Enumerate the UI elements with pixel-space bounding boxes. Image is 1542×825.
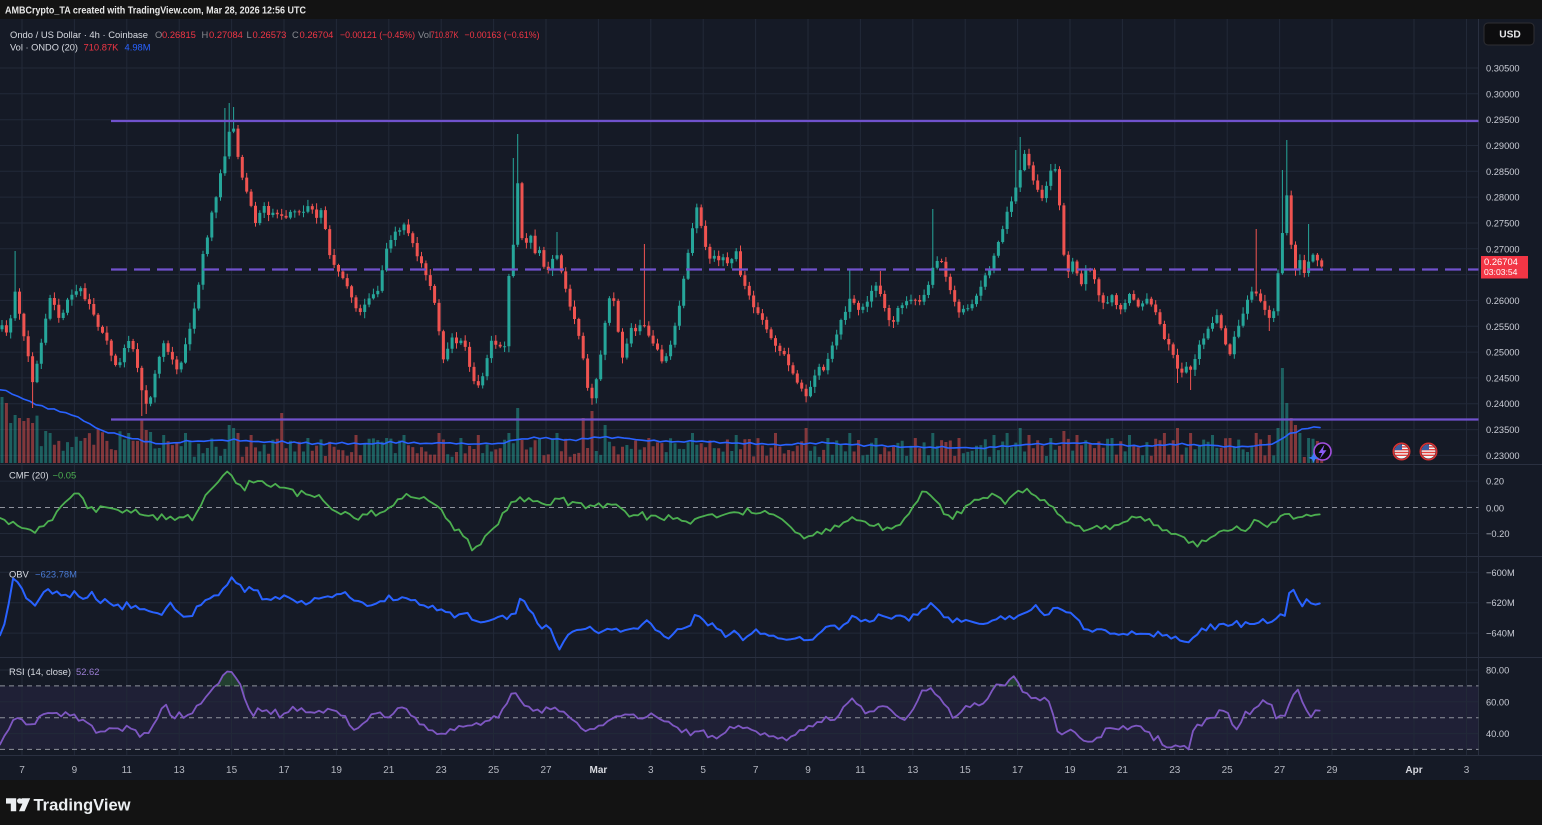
svg-text:21: 21: [383, 765, 395, 776]
svg-text:Mar: Mar: [590, 765, 608, 776]
svg-text:7: 7: [753, 765, 759, 776]
svg-text:−0.05: −0.05: [53, 470, 77, 481]
svg-text:7: 7: [19, 765, 25, 776]
svg-text:5: 5: [700, 765, 706, 776]
svg-text:25: 25: [488, 765, 500, 776]
svg-text:−640M: −640M: [1486, 629, 1515, 639]
svg-text:29: 29: [1326, 765, 1338, 776]
svg-text:0.00: 0.00: [1486, 503, 1504, 513]
svg-text:−0.20: −0.20: [1486, 529, 1510, 539]
svg-text:0.27084: 0.27084: [209, 29, 243, 40]
svg-text:15: 15: [960, 765, 972, 776]
svg-text:19: 19: [1064, 765, 1076, 776]
svg-text:Vol · ONDO (20): Vol · ONDO (20): [10, 42, 78, 53]
svg-text:40.00: 40.00: [1486, 729, 1509, 739]
svg-text:17: 17: [1012, 765, 1024, 776]
svg-text:60.00: 60.00: [1486, 697, 1509, 707]
svg-text:−620M: −620M: [1486, 598, 1515, 608]
svg-text:0.29000: 0.29000: [1486, 141, 1520, 151]
svg-text:0.30000: 0.30000: [1486, 89, 1520, 99]
svg-text:17: 17: [278, 765, 290, 776]
svg-text:710.87K: 710.87K: [84, 42, 120, 53]
svg-text:0.27500: 0.27500: [1486, 219, 1520, 229]
svg-text:0.26815: 0.26815: [162, 29, 196, 40]
svg-text:0.26704: 0.26704: [1484, 256, 1518, 267]
svg-text:CMF (20): CMF (20): [9, 470, 49, 481]
svg-text:13: 13: [907, 765, 919, 776]
svg-text:9: 9: [72, 765, 78, 776]
svg-text:−0.00121 (−0.45%): −0.00121 (−0.45%): [340, 29, 415, 40]
svg-text:0.29500: 0.29500: [1486, 115, 1520, 125]
svg-text:11: 11: [122, 765, 133, 776]
svg-text:23: 23: [436, 765, 448, 776]
svg-text:RSI (14, close): RSI (14, close): [9, 666, 71, 677]
svg-text:03:03:54: 03:03:54: [1484, 267, 1518, 277]
svg-text:4.98M: 4.98M: [125, 42, 151, 53]
svg-text:0.26573: 0.26573: [253, 29, 287, 40]
svg-text:0.24000: 0.24000: [1486, 399, 1520, 409]
svg-text:TradingView: TradingView: [34, 797, 131, 815]
svg-text:21: 21: [1117, 765, 1129, 776]
svg-text:0.30500: 0.30500: [1486, 64, 1520, 74]
svg-text:11: 11: [855, 765, 866, 776]
svg-text:3: 3: [1464, 765, 1470, 776]
svg-text:27: 27: [1274, 765, 1286, 776]
svg-text:C: C: [292, 29, 299, 40]
svg-text:23: 23: [1169, 765, 1181, 776]
svg-text:0.27000: 0.27000: [1486, 244, 1520, 254]
svg-text:19: 19: [331, 765, 343, 776]
svg-text:0.28500: 0.28500: [1486, 167, 1520, 177]
svg-text:13: 13: [174, 765, 186, 776]
svg-text:0.25000: 0.25000: [1486, 348, 1520, 358]
svg-text:0.23000: 0.23000: [1486, 451, 1520, 461]
svg-text:80.00: 80.00: [1486, 666, 1509, 676]
svg-text:0.24500: 0.24500: [1486, 373, 1520, 383]
svg-text:O: O: [155, 29, 162, 40]
svg-text:Vol: Vol: [418, 29, 431, 40]
svg-text:25: 25: [1222, 765, 1234, 776]
svg-text:3: 3: [648, 765, 654, 776]
svg-text:OBV: OBV: [9, 569, 30, 580]
svg-text:0.28000: 0.28000: [1486, 193, 1520, 203]
svg-text:USD: USD: [1499, 30, 1521, 41]
svg-text:Apr: Apr: [1405, 765, 1422, 776]
svg-text:0.20: 0.20: [1486, 477, 1504, 487]
svg-text:−0.00163 (−0.61%): −0.00163 (−0.61%): [465, 29, 540, 40]
svg-text:27: 27: [540, 765, 552, 776]
svg-text:L: L: [247, 29, 252, 40]
svg-text:−600M: −600M: [1486, 568, 1515, 578]
svg-text:9: 9: [805, 765, 811, 776]
svg-text:0.25500: 0.25500: [1486, 322, 1520, 332]
svg-text:AMBCrypto_TA created with Trad: AMBCrypto_TA created with TradingView.co…: [5, 6, 306, 17]
svg-text:Ondo / US Dollar · 4h · Coinba: Ondo / US Dollar · 4h · Coinbase: [10, 29, 148, 40]
svg-text:H: H: [202, 29, 209, 40]
svg-text:−623.78M: −623.78M: [35, 569, 77, 580]
svg-text:0.26704: 0.26704: [300, 29, 334, 40]
svg-text:15: 15: [226, 765, 238, 776]
svg-text:0.26000: 0.26000: [1486, 296, 1520, 306]
svg-text:710.87K: 710.87K: [431, 29, 460, 40]
svg-text:52.62: 52.62: [76, 666, 99, 677]
svg-text:0.23500: 0.23500: [1486, 425, 1520, 435]
